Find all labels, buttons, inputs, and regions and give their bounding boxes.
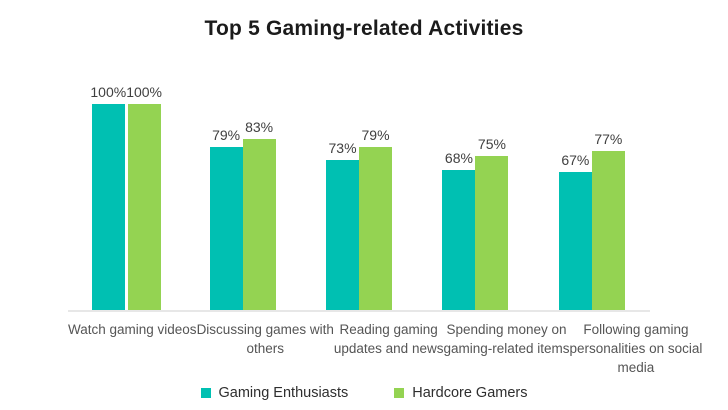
bar-group-reading-gaming-updates-and-news: 73% 79% — [301, 58, 417, 310]
bar-value-label: 100% — [90, 84, 127, 100]
legend-swatch-icon — [394, 388, 405, 398]
bar-gaming-enthusiasts-spending-money-on-gaming-related-items — [442, 169, 476, 310]
category-axis: Watch gaming videos Discussing games with… — [68, 320, 702, 377]
bar-value-label: 68% — [444, 149, 473, 166]
plot-area: 100% 100% 79% 83% 73% 79% 68% 75% 67% 77% — [68, 58, 650, 312]
category-cell: Reading gaming updates and news — [334, 320, 444, 377]
bar-value-label: 79% — [212, 127, 241, 144]
bar-value-label: 73% — [328, 139, 357, 156]
category-label-discussing-games-with-others: Discussing games with others — [196, 322, 334, 356]
bar-value-label: 79% — [361, 127, 390, 144]
category-label-spending-money-on-gaming-related-items: Spending money on gaming-related items — [443, 322, 570, 356]
legend-item-hardcore-gamers: Hardcore Gamers — [394, 385, 528, 401]
bar-value-label: 100% — [126, 84, 163, 100]
category-cell: Following gaming personalities on social… — [570, 320, 703, 377]
bar-value-label: 67% — [561, 151, 590, 168]
bar-hardcore-gamers-following-gaming-personalities-on-social-media — [591, 151, 625, 310]
bar-hardcore-gamers-watch-gaming-videos — [127, 104, 161, 310]
category-cell: Discussing games with others — [197, 320, 334, 377]
bar-column: 68% — [442, 149, 476, 310]
bar-column: 73% — [326, 139, 360, 310]
bar-gaming-enthusiasts-reading-gaming-updates-and-news — [326, 159, 360, 310]
bar-group-discussing-games-with-others: 79% 83% — [184, 58, 300, 310]
legend-label: Hardcore Gamers — [412, 385, 528, 401]
bar-hardcore-gamers-discussing-games-with-others — [242, 139, 276, 310]
chart-title: Top 5 Gaming-related Activities — [204, 17, 524, 40]
bar-column: 79% — [359, 127, 393, 310]
bar-gaming-enthusiasts-discussing-games-with-others — [209, 147, 243, 310]
category-cell: Watch gaming videos — [68, 320, 197, 377]
legend-label: Gaming Enthusiasts — [218, 385, 349, 401]
legend-swatch-icon — [200, 388, 211, 398]
category-label-following-gaming-personalities-on-social-media: Following gaming personalities on social… — [569, 322, 703, 375]
bar-value-label: 83% — [245, 119, 274, 136]
bar-column: 75% — [475, 135, 509, 310]
category-label-reading-gaming-updates-and-news: Reading gaming updates and news — [333, 322, 444, 356]
category-cell: Spending money on gaming-related items — [443, 320, 569, 377]
legend: Gaming Enthusiasts Hardcore Gamers — [0, 385, 728, 401]
bar-column: 83% — [242, 119, 276, 310]
bar-hardcore-gamers-reading-gaming-updates-and-news — [359, 147, 393, 310]
bar-value-label: 75% — [477, 135, 506, 152]
bar-group-following-gaming-personalities-on-social-media: 67% 77% — [534, 58, 650, 310]
bar-column: 77% — [591, 131, 625, 310]
bar-gaming-enthusiasts-watch-gaming-videos — [91, 104, 125, 310]
bar-value-label: 77% — [594, 131, 623, 148]
bar-hardcore-gamers-spending-money-on-gaming-related-items — [475, 155, 509, 310]
bar-column: 100% — [126, 84, 162, 310]
bar-column: 79% — [209, 127, 243, 310]
bar-column: 67% — [558, 151, 592, 310]
category-label-watch-gaming-videos: Watch gaming videos — [68, 322, 197, 337]
bar-group-spending-money-on-gaming-related-items: 68% 75% — [417, 58, 533, 310]
legend-item-gaming-enthusiasts: Gaming Enthusiasts — [200, 385, 349, 401]
bar-column: 100% — [90, 84, 126, 310]
bar-group-watch-gaming-videos: 100% 100% — [68, 58, 184, 310]
bar-gaming-enthusiasts-following-gaming-personalities-on-social-media — [558, 171, 592, 310]
